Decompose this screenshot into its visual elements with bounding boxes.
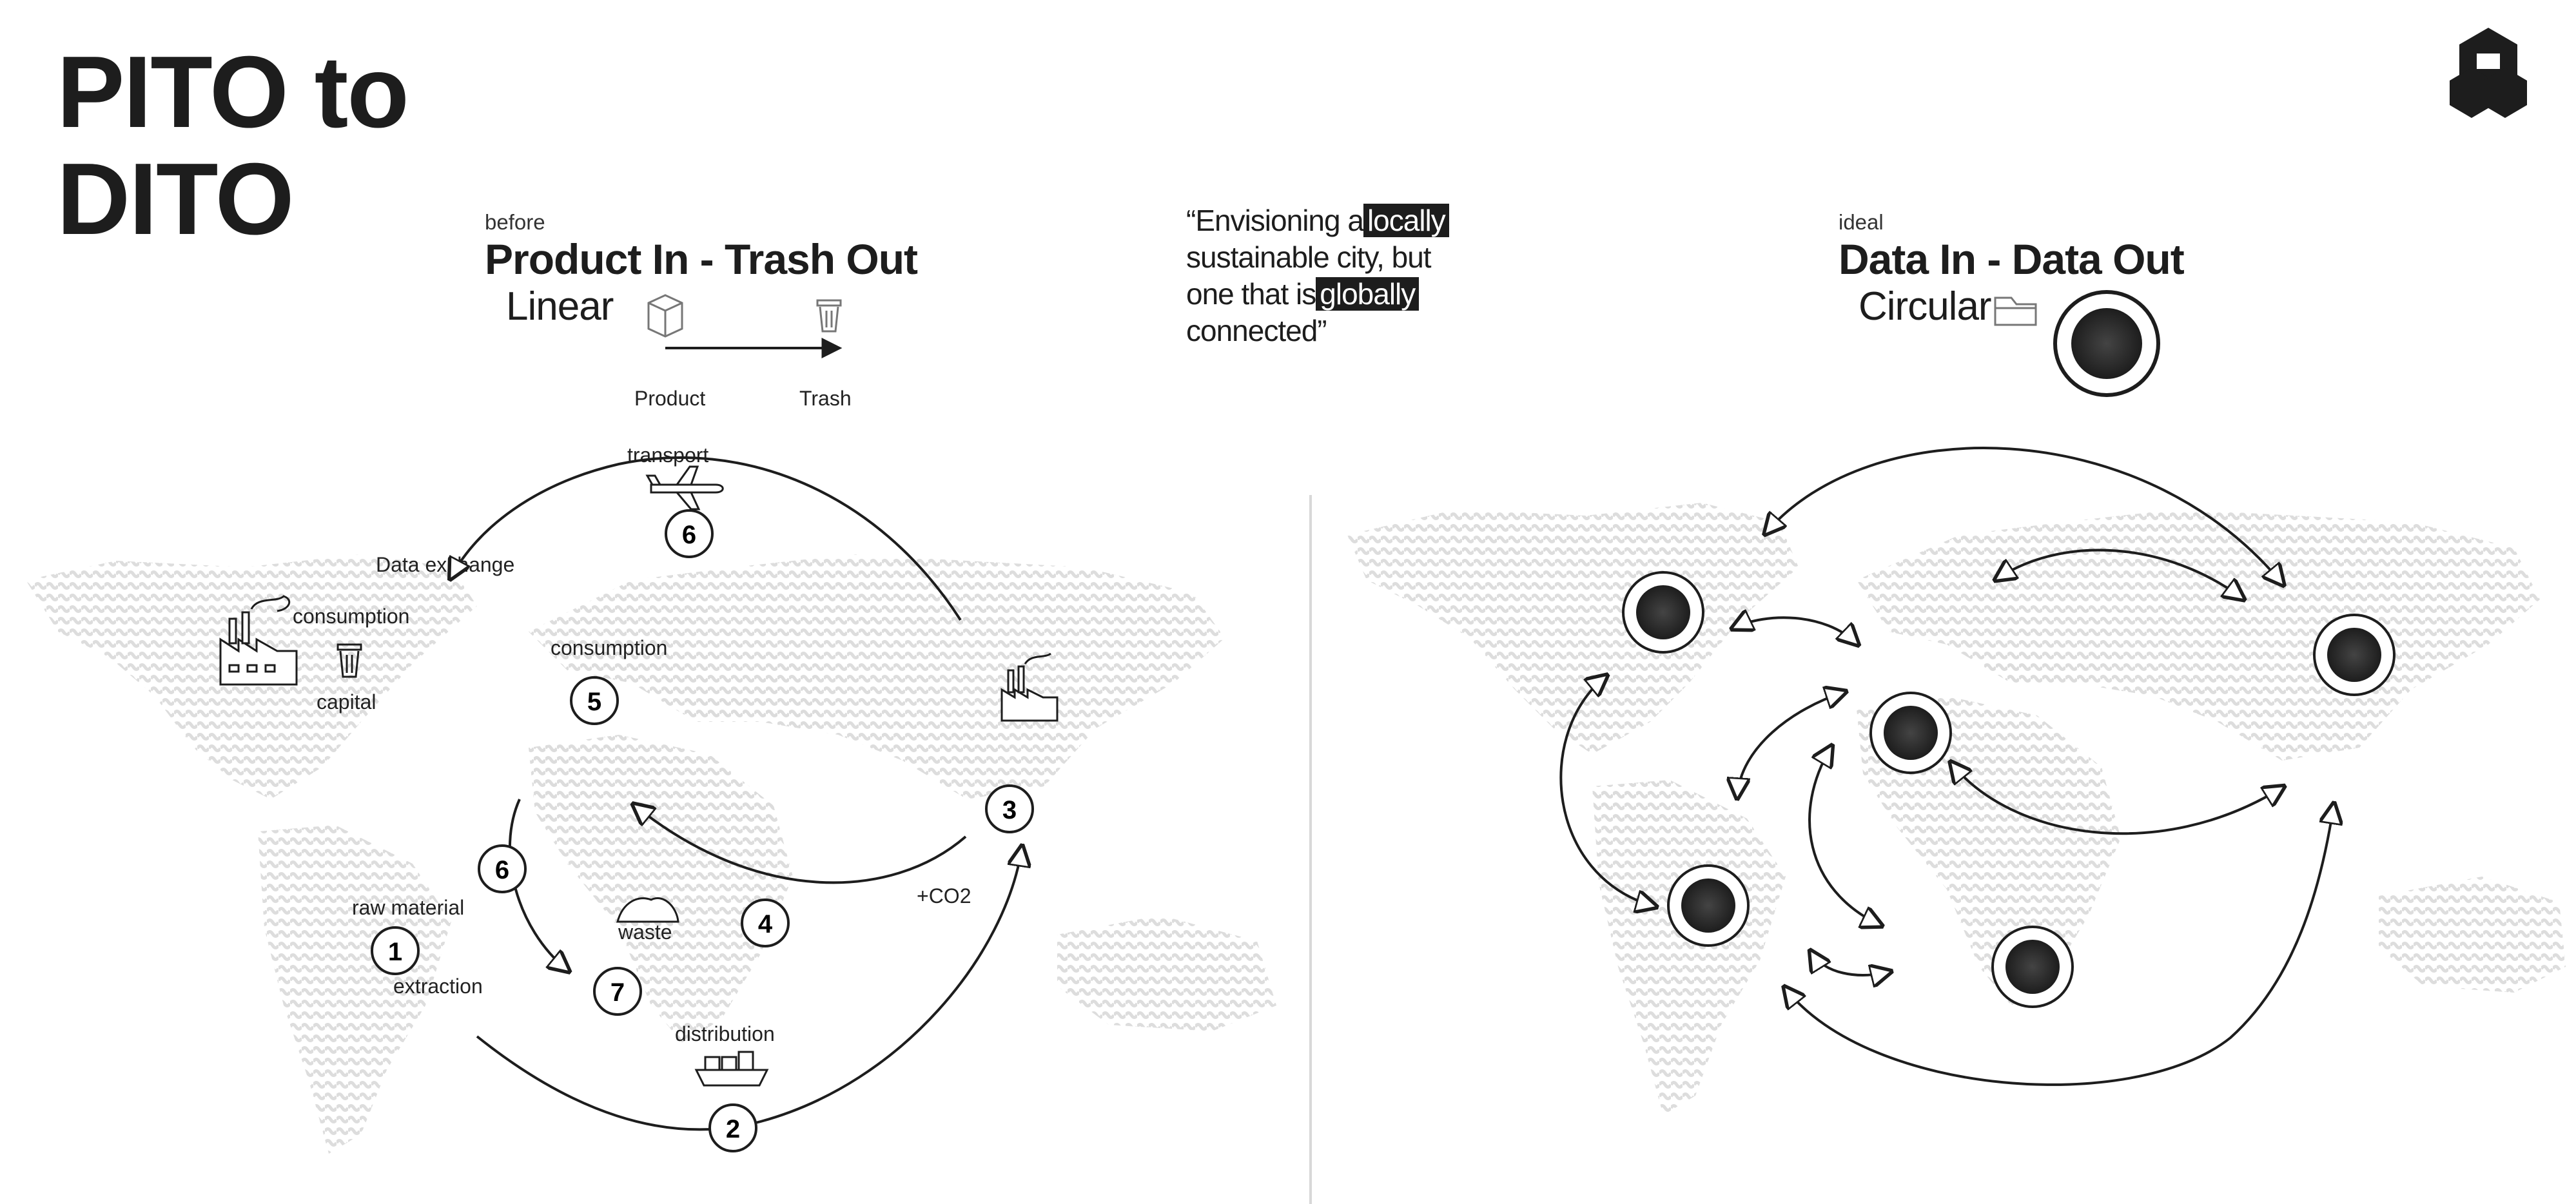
- node-3: 3: [985, 784, 1034, 833]
- folder-icon: [1994, 296, 2037, 326]
- label-waste: waste: [618, 920, 672, 944]
- right-kicker: ideal: [1839, 210, 1884, 234]
- link-europe-asia: [1997, 549, 2242, 598]
- right-heading: Data In - Data Out: [1839, 235, 2185, 283]
- center-divider: [1309, 495, 1312, 1204]
- left-model: Linear: [506, 284, 614, 329]
- node-6-top: 6: [665, 509, 714, 558]
- label-data-exchange: Data exchange: [376, 553, 515, 576]
- right-model: Circular: [1859, 284, 1992, 329]
- hub-south-america: [1667, 864, 1750, 947]
- box-icon: [647, 294, 683, 338]
- link-na-asia-north: [1766, 447, 2282, 583]
- svg-text:5: 5: [587, 688, 601, 716]
- hub-east-asia: [2313, 614, 2395, 696]
- airplane-icon: [645, 465, 724, 510]
- ship-icon: [694, 1051, 769, 1087]
- hub-europe-africa: [1869, 692, 1952, 774]
- node-7: 7: [593, 967, 642, 1016]
- label-distribution: distribution: [675, 1022, 775, 1045]
- svg-text:7: 7: [610, 978, 625, 1007]
- flow-waste-path: [508, 799, 567, 970]
- link-africa-asia: [1952, 764, 2282, 835]
- title-line-1: PITO to: [57, 35, 409, 149]
- data-hub-icon: [2053, 290, 2160, 397]
- legend-product-label: Product: [634, 387, 706, 410]
- capital-trash-icon: [337, 643, 362, 678]
- link-sa-asia-south: [1786, 806, 2334, 1086]
- label-consumption-mid: consumption: [551, 636, 668, 659]
- hub-south-africa: [1991, 926, 2074, 1008]
- flow-transport-arc: [451, 456, 962, 621]
- svg-text:2: 2: [726, 1115, 740, 1143]
- node-4: 4: [741, 898, 790, 947]
- quote-highlight-globally: globally: [1316, 277, 1420, 311]
- quote-highlight-locally: locally: [1363, 204, 1449, 237]
- node-2: 2: [708, 1103, 757, 1152]
- trash-icon: [816, 299, 842, 333]
- node-5: 5: [570, 676, 619, 725]
- quote-part-4: connected”: [1186, 314, 1327, 347]
- svg-text:4: 4: [758, 910, 773, 938]
- label-transport: transport: [627, 443, 709, 467]
- label-raw-material: raw material: [352, 896, 465, 919]
- link-europe-west: [1737, 692, 1844, 796]
- legend-trash-label: Trash: [799, 387, 852, 410]
- link-africa-south: [1808, 748, 1880, 925]
- quote-part-1: “Envisioning a: [1186, 204, 1364, 237]
- svg-text:6: 6: [682, 521, 696, 549]
- factory-icon-left: [219, 595, 298, 686]
- title-line-2: DITO: [57, 142, 295, 256]
- link-na-europe: [1734, 617, 1857, 643]
- label-co2: +CO2: [917, 884, 971, 908]
- flow-consumption-return: [635, 806, 967, 884]
- svg-text:6: 6: [495, 856, 509, 884]
- quote-part-2: sustainable city, but: [1186, 240, 1432, 274]
- label-consumption-left: consumption: [293, 605, 410, 628]
- link-sa-africa-short: [1811, 953, 1889, 975]
- link-na-sa: [1559, 677, 1654, 906]
- quote-block: “Envisioning a locally sustainable city, …: [1186, 202, 1449, 349]
- factory-icon-right: [1000, 652, 1059, 722]
- svg-text:3: 3: [1002, 796, 1017, 824]
- label-extraction: extraction: [393, 975, 483, 998]
- node-6-left: 6: [478, 844, 527, 893]
- waste-pile-icon: [616, 897, 679, 923]
- page-title: PITO to DITO: [57, 35, 409, 256]
- hub-north-america: [1622, 571, 1704, 654]
- quote-part-3: one that is: [1186, 277, 1316, 311]
- left-heading: Product In - Trash Out: [485, 235, 918, 283]
- svg-text:1: 1: [388, 938, 402, 966]
- left-kicker: before: [485, 210, 545, 234]
- node-1: 1: [371, 926, 420, 975]
- label-capital: capital: [317, 690, 376, 714]
- right-hubs: [1622, 571, 2395, 1008]
